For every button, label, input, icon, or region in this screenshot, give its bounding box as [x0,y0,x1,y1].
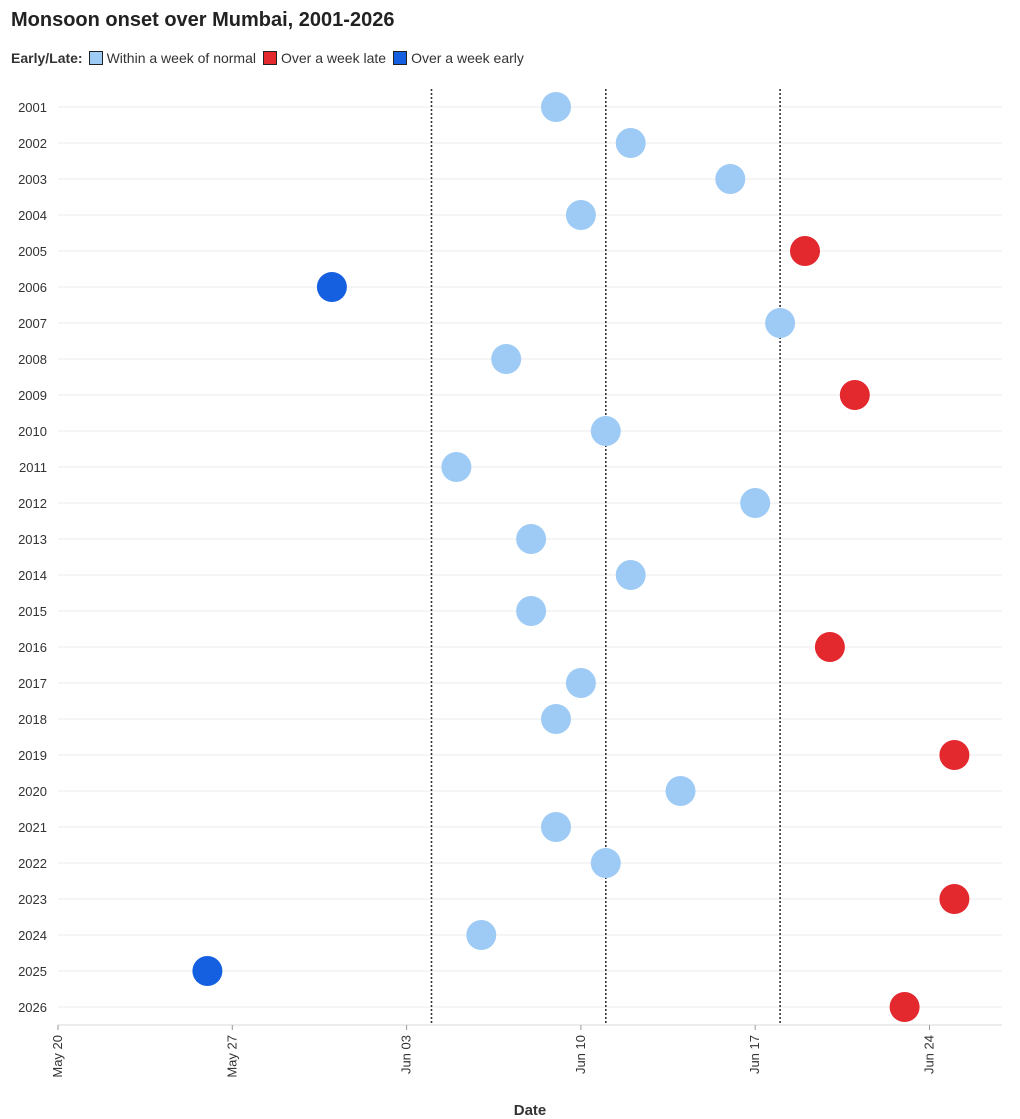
y-tick-label-2004: 2004 [18,208,47,223]
y-tick-label-2019: 2019 [18,748,47,763]
x-tick-label-4: Jun 17 [747,1035,762,1074]
y-tick-label-2021: 2021 [18,820,47,835]
y-tick-label-2014: 2014 [18,568,47,583]
axes: 2001 2002 2003 2004 2005 2006 2007 2008 2009 2010… [18,100,1002,1078]
point-2024[interactable] [466,920,497,950]
reference-lines [430,89,781,1025]
point-2006[interactable] [316,272,347,302]
point-2005[interactable] [790,236,820,266]
x-tick-label-5: Jun 24 [922,1035,937,1074]
point-2022[interactable] [590,848,621,878]
chart-title: Monsoon onset over Mumbai, 2001-2026 [11,9,395,31]
point-2018[interactable] [541,704,571,734]
y-tick-label-2016: 2016 [18,640,47,655]
point-2023[interactable] [939,884,970,914]
point-2016[interactable] [814,632,845,662]
legend-label-normal: Within a week of normal [106,50,256,66]
y-tick-label-2001: 2001 [18,100,47,115]
y-tick-label-2020: 2020 [18,784,47,799]
legend-title: Early/Late: [11,50,83,66]
grid-lines [58,106,1002,1008]
legend: Early/Late: Within a week of normal Over… [11,48,531,68]
point-2003[interactable] [715,164,746,194]
point-2002[interactable] [615,128,646,158]
legend-swatch-late [263,51,277,65]
point-2026[interactable] [889,992,920,1022]
point-2001[interactable] [541,92,571,122]
point-2011[interactable] [441,452,472,482]
point-2007[interactable] [765,308,796,338]
y-tick-label-2006: 2006 [18,280,47,295]
legend-item-early[interactable]: Over a week early [393,50,524,66]
y-tick-label-2003: 2003 [18,172,47,187]
point-2017[interactable] [565,668,596,698]
legend-item-normal[interactable]: Within a week of normal [88,50,256,66]
data-points [192,92,970,1022]
x-tick-label-2: Jun 03 [399,1035,414,1074]
legend-label-early: Over a week early [411,50,524,66]
y-tick-label-2025: 2025 [18,964,47,979]
x-axis-title: Date [514,1102,547,1119]
legend-item-late[interactable]: Over a week late [263,50,386,66]
x-tick-label-3: Jun 10 [573,1035,588,1074]
x-tick-label-0: May 20 [50,1035,65,1078]
point-2025[interactable] [192,956,223,986]
y-tick-label-2023: 2023 [18,892,47,907]
y-tick-label-2013: 2013 [18,532,47,547]
y-tick-label-2008: 2008 [18,352,47,367]
point-2015[interactable] [516,596,547,626]
y-tick-label-2018: 2018 [18,712,47,727]
y-tick-label-2012: 2012 [18,496,47,511]
point-2009[interactable] [839,380,870,410]
y-tick-label-2022: 2022 [18,856,47,871]
y-tick-label-2002: 2002 [18,136,47,151]
y-tick-label-2010: 2010 [18,424,47,439]
y-tick-label-2005: 2005 [18,244,47,259]
legend-swatch-normal [88,51,103,65]
point-2019[interactable] [939,740,970,770]
legend-swatch-early [393,51,408,65]
legend-label-late: Over a week late [281,50,387,66]
point-2013[interactable] [516,524,547,554]
point-2010[interactable] [590,416,621,446]
y-tick-label-2026: 2026 [18,1000,47,1015]
y-tick-label-2007: 2007 [18,316,47,331]
point-2012[interactable] [740,488,771,518]
y-tick-label-2015: 2015 [18,604,47,619]
y-tick-label-2017: 2017 [18,676,47,691]
y-tick-label-2011: 2011 [19,460,47,475]
y-tick-label-2009: 2009 [18,388,47,403]
point-2004[interactable] [565,200,596,230]
x-tick-label-1: May 27 [224,1035,239,1078]
y-tick-label-2024: 2024 [18,928,47,943]
point-2008[interactable] [491,344,522,374]
point-2021[interactable] [541,812,571,842]
point-2014[interactable] [615,560,646,590]
point-2020[interactable] [665,776,696,806]
